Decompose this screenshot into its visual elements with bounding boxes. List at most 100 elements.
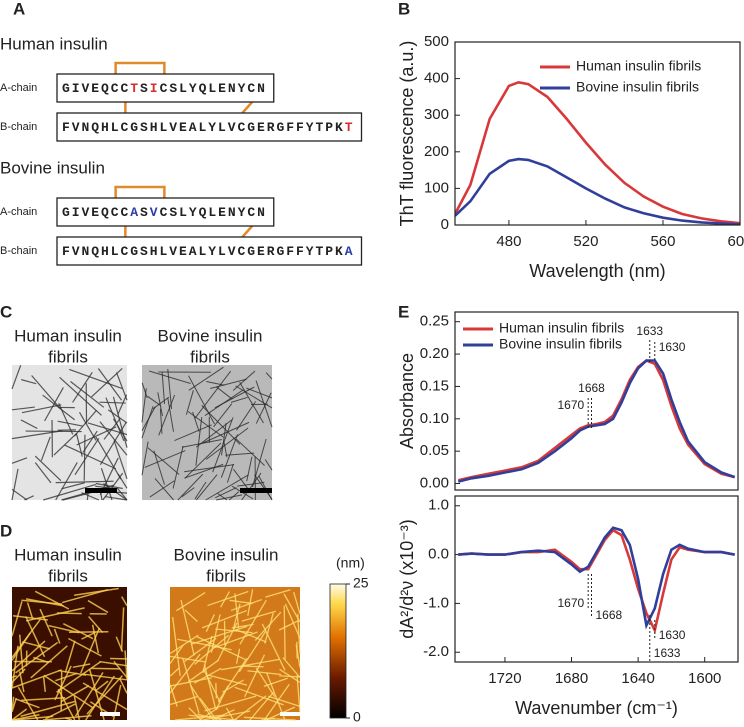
fibril [26,602,34,620]
fibril [242,665,264,668]
x-tick-label: 560 [650,233,675,250]
fibril [53,432,77,456]
residue-segment: A [130,205,140,220]
fibril [43,483,97,501]
panel-label: C [0,302,12,321]
fibril [53,628,61,644]
x-axis-label: Wavenumber (cm⁻¹) [515,698,678,718]
fibril [215,682,218,699]
fibril [74,437,100,476]
fibril [237,481,265,487]
fibril [102,472,124,501]
disulfide-bond [114,61,166,74]
residue-segment: GIVEQCC [62,81,130,96]
fibrils [169,589,301,721]
residue-segment: T [130,81,140,96]
data-line [455,80,740,225]
fibril [95,680,109,692]
legend-label: Bovine insulin fibrils [499,336,622,352]
annotation-label: 1668 [578,381,605,395]
fibril [149,370,191,385]
fibril [159,408,163,434]
fibril [194,370,232,419]
fibril [81,631,96,640]
x-tick-label: 600 [727,233,744,250]
fibril [39,608,53,637]
fibril [33,656,49,664]
fibril [278,619,300,631]
fibril [177,638,232,651]
fibril [230,598,262,612]
fibril [235,648,241,664]
fibril [241,472,262,501]
residue-segment: S [140,81,150,96]
y-tick-label: -2.0 [423,643,449,660]
fibril [213,403,233,428]
fibril [21,696,66,702]
fibril [11,708,28,721]
y-tick-label: 1.0 [428,497,449,514]
fibril [141,382,148,399]
fibril [204,695,257,712]
x-tick-label: 520 [573,233,598,250]
fibril [265,372,273,380]
y-tick-label: 300 [424,106,449,123]
fibril [169,667,180,677]
sequence-box [56,236,363,266]
fibril [172,445,184,489]
x-tick-label: 1600 [688,670,721,687]
fibril [184,442,222,479]
scale-bar [280,712,300,716]
fibril [149,480,175,498]
y-tick-label: 500 [424,33,449,50]
fibril [11,669,62,689]
scale-bar [85,488,117,493]
fibril [11,365,22,390]
insulin-name: Bovine insulin [0,158,105,177]
fibril [91,624,100,654]
legend-label: Human insulin fibrils [499,320,624,336]
fibril [25,430,82,433]
y-tick-label: 0.20 [420,345,449,362]
chain-label: B-chain [0,245,37,257]
fibril [11,457,28,464]
fibril [153,450,165,485]
scale-bar [100,712,120,716]
fibril [175,714,225,721]
fibril [56,661,101,693]
fibril [154,478,174,501]
y-tick-label: 0.15 [420,377,449,394]
fibril [21,379,37,385]
fibril [215,487,237,499]
fibril [180,599,195,656]
fibril [202,635,213,673]
fibril [244,654,266,698]
fibril [234,695,267,721]
fibril [201,404,241,445]
fibril [141,388,147,423]
fibril [34,462,52,484]
insulin-name: Human insulin [0,34,108,53]
fibril [205,614,215,633]
fibril [25,616,46,658]
fibrils [141,366,273,501]
fibril [69,368,123,390]
fibril [104,495,128,501]
fibril [115,372,128,401]
fibril [229,599,253,605]
fibril [86,675,123,715]
fibril [169,653,201,694]
fibril [81,492,100,501]
fibril [99,421,128,456]
residue-segment: FVNQHLCGSHLVEALYLVCGERGFFYTPK [62,244,345,259]
fibril [265,672,286,720]
fibril [105,397,125,442]
disulfide-bond [114,185,166,198]
data-line [455,157,740,225]
panel-label: E [398,302,409,321]
fibril [116,487,128,501]
fibril [121,596,128,607]
fibril [157,392,163,417]
fibril [188,375,215,425]
